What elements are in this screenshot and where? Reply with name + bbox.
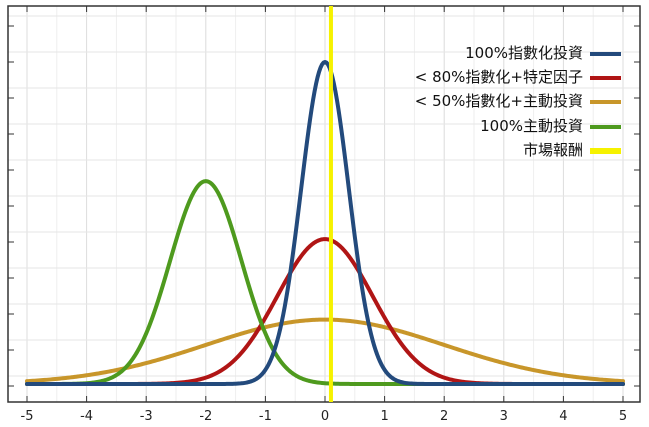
plot-border [7,5,641,403]
legend-label-1: < 80%指數化+特定因子 [415,68,583,86]
x-tick-label: 1 [380,409,388,424]
x-tick-label: 2 [440,409,448,424]
legend-label-4: 市場報酬 [523,141,583,159]
x-tick-label: -5 [21,409,34,424]
legend-label-0: 100%指數化投資 [465,44,583,62]
x-tick-label: -4 [80,409,93,424]
x-tick-label: -1 [259,409,272,424]
x-tick-label: 0 [321,409,329,424]
x-tick-label: -2 [199,409,212,424]
x-tick-label: 5 [619,409,627,424]
series-line-0 [25,60,625,386]
series-curves [25,6,625,402]
legend-label-2: < 50%指數化+主動投資 [415,92,583,110]
grid [8,6,640,402]
x-tick-label: -3 [140,409,153,424]
x-tick-label: 4 [559,409,567,424]
x-tick-label: 3 [500,409,508,424]
plot-frame [7,5,641,403]
legend: 100%指數化投資 < 80%指數化+特定因子 < 50%指數化+主動投資 100%主… [415,44,621,159]
legend-label-3: 100%主動投資 [480,117,583,135]
axis-ticks: -5 -4 -3 -2 -1 0 1 2 3 4 5 [8,6,640,424]
